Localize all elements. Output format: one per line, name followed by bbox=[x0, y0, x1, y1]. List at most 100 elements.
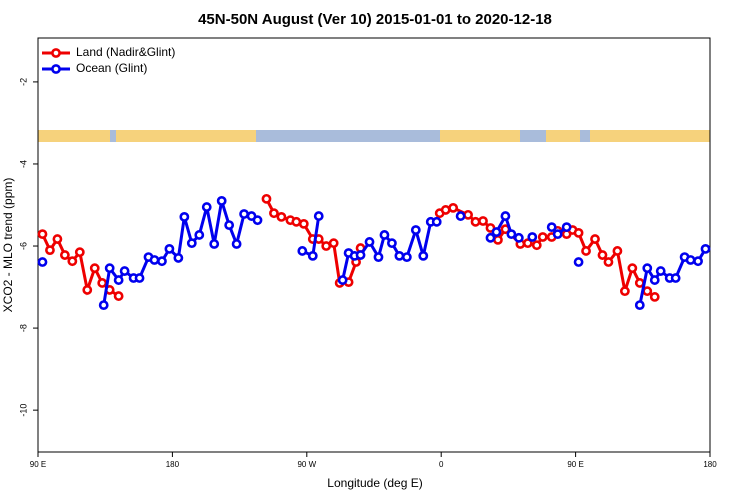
series-marker bbox=[113, 291, 124, 301]
legend-marker bbox=[51, 48, 61, 58]
series-marker bbox=[463, 209, 473, 220]
series-marker bbox=[37, 257, 48, 267]
series-marker bbox=[478, 216, 488, 226]
series-marker bbox=[297, 246, 308, 256]
series-marker bbox=[337, 275, 348, 285]
series-marker bbox=[149, 255, 160, 265]
series-marker bbox=[500, 211, 511, 221]
series-marker bbox=[612, 246, 623, 256]
x-tick-label: 180 bbox=[166, 460, 180, 469]
series-marker bbox=[546, 222, 557, 233]
series-marker bbox=[552, 229, 563, 240]
series-marker bbox=[590, 234, 600, 244]
series-marker bbox=[537, 232, 548, 242]
series-marker bbox=[506, 229, 517, 240]
series-marker bbox=[276, 211, 287, 222]
series-marker bbox=[491, 227, 502, 237]
series-marker bbox=[239, 209, 249, 219]
series-marker bbox=[485, 232, 496, 243]
series-marker bbox=[82, 285, 93, 295]
series-marker bbox=[261, 193, 272, 204]
x-tick-label: 90 E bbox=[30, 460, 46, 469]
series-marker bbox=[700, 243, 711, 254]
chart-title: 45N-50N August (Ver 10) 2015-01-01 to 20… bbox=[198, 11, 552, 28]
series-marker bbox=[401, 252, 412, 263]
series-marker bbox=[89, 263, 100, 274]
series-marker bbox=[134, 273, 145, 283]
y-tick-label: -10 bbox=[18, 404, 28, 417]
series-marker bbox=[186, 238, 197, 249]
series-marker bbox=[113, 275, 124, 285]
series-marker bbox=[627, 263, 638, 274]
series-marker bbox=[194, 230, 205, 240]
series-marker bbox=[513, 232, 524, 243]
series-marker bbox=[364, 237, 375, 247]
series-marker bbox=[313, 211, 324, 221]
series-marker bbox=[493, 234, 503, 245]
series-marker bbox=[119, 266, 130, 276]
legend-marker bbox=[51, 64, 61, 74]
series-marker bbox=[67, 256, 78, 267]
series-marker bbox=[531, 240, 542, 251]
series-marker bbox=[373, 252, 384, 263]
series-marker bbox=[455, 211, 466, 221]
series-marker bbox=[670, 273, 681, 283]
series-marker bbox=[269, 208, 279, 219]
series-marker bbox=[231, 239, 242, 249]
series-marker bbox=[448, 202, 459, 213]
series-marker bbox=[37, 229, 48, 240]
series-marker bbox=[252, 215, 263, 226]
legend-label: Land (Nadir&Glint) bbox=[76, 45, 175, 59]
series-marker bbox=[307, 250, 318, 261]
series-marker bbox=[410, 225, 421, 235]
series-marker bbox=[379, 230, 390, 240]
series-marker bbox=[418, 250, 429, 261]
series-marker bbox=[104, 263, 115, 274]
y-axis-label: XCO2 - MLO trend (ppm) bbox=[1, 178, 15, 313]
series-marker bbox=[642, 263, 653, 274]
series-marker bbox=[45, 245, 55, 256]
series-marker bbox=[573, 257, 584, 267]
x-axis-label: Longitude (deg E) bbox=[327, 476, 422, 490]
y-tick-label: -2 bbox=[18, 78, 28, 86]
series-marker bbox=[470, 216, 481, 227]
series-marker bbox=[328, 238, 339, 249]
series-marker bbox=[581, 246, 591, 256]
series-marker bbox=[522, 238, 533, 249]
plot-frame bbox=[37, 37, 711, 453]
series-marker bbox=[603, 257, 614, 267]
series-marker bbox=[394, 250, 405, 261]
series-marker bbox=[573, 227, 584, 238]
series-marker bbox=[693, 256, 703, 267]
series-marker bbox=[561, 222, 572, 233]
series-marker bbox=[649, 292, 660, 302]
series-marker bbox=[98, 300, 109, 311]
y-tick-label: -8 bbox=[18, 324, 28, 332]
legend-label: Ocean (Glint) bbox=[76, 61, 147, 75]
y-tick-label: -4 bbox=[18, 160, 28, 168]
series-marker bbox=[634, 300, 645, 311]
series-marker bbox=[157, 256, 167, 267]
series-marker bbox=[291, 216, 302, 227]
series-marker bbox=[321, 241, 332, 251]
x-tick-label: 180 bbox=[703, 460, 717, 469]
series-marker bbox=[179, 211, 190, 222]
series-marker bbox=[649, 275, 660, 285]
series-marker bbox=[224, 220, 235, 231]
series-marker bbox=[597, 250, 608, 260]
series-marker bbox=[209, 239, 220, 249]
series-marker bbox=[685, 255, 696, 265]
series-marker bbox=[619, 286, 630, 297]
series-marker bbox=[642, 286, 653, 297]
series-line bbox=[102, 200, 259, 306]
series-marker bbox=[201, 202, 212, 212]
y-tick-label: -6 bbox=[18, 242, 28, 250]
x-tick-label: 90 E bbox=[567, 460, 583, 469]
x-tick-label: 0 bbox=[439, 460, 444, 469]
series-marker bbox=[97, 278, 108, 288]
x-tick-label: 90 W bbox=[297, 460, 316, 469]
series-marker bbox=[52, 234, 63, 244]
series-marker bbox=[655, 266, 666, 276]
series-marker bbox=[74, 247, 85, 258]
